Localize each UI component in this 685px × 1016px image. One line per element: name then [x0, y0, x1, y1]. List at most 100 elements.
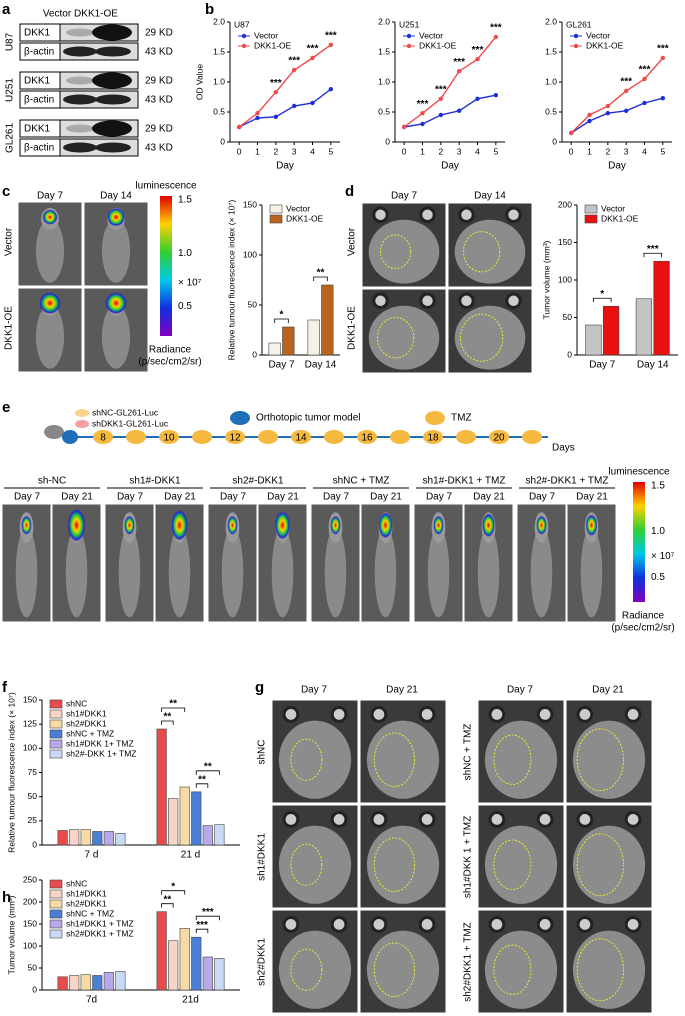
legend-marker: [573, 43, 579, 49]
significance-bracket: [161, 707, 186, 712]
brain: [572, 720, 646, 799]
bar: [57, 830, 68, 846]
mouse-body: [15, 527, 38, 618]
signal: [227, 515, 238, 535]
annotation: *: [600, 289, 604, 300]
x-axis-label: Day: [441, 161, 459, 172]
significance-bracket: [195, 770, 220, 775]
tumor-outline: [459, 313, 504, 362]
significance-bracket: [161, 720, 174, 725]
brain: [368, 305, 440, 370]
bar: [103, 972, 114, 991]
band: [92, 120, 132, 137]
day-label: Day 7: [117, 492, 144, 503]
annotation: ***: [325, 30, 337, 41]
point: [328, 87, 334, 92]
point: [605, 111, 611, 116]
band: [63, 46, 97, 57]
band: [66, 76, 94, 85]
annotation: ***: [647, 244, 659, 255]
bar: [179, 928, 190, 991]
band: [95, 142, 131, 153]
tmz-dose: [291, 430, 311, 444]
bar: [307, 319, 320, 356]
bar: [103, 831, 114, 846]
eye: [536, 916, 554, 933]
band: [66, 28, 94, 37]
brain: [454, 305, 526, 370]
panel-label: a: [2, 1, 11, 18]
group-label: Vector: [347, 227, 358, 256]
panel-label: c: [2, 183, 10, 200]
colorbar-tick: 1.0: [651, 526, 665, 537]
timeline-unit: Days: [552, 443, 575, 454]
eye: [458, 206, 475, 223]
tmz-dose: [159, 430, 179, 444]
y-tick-label: 0: [220, 136, 225, 146]
y-tick-label: 200: [23, 896, 37, 906]
y-tick-label: 125: [23, 718, 37, 728]
y-tick-label: 0: [32, 839, 37, 849]
eye: [370, 916, 388, 933]
point: [420, 121, 425, 127]
bar: [179, 786, 190, 846]
mouse-icon: [44, 425, 64, 439]
legend-text: shNC: [66, 878, 87, 888]
colorbar-unit: (p/sec/cm2/sr): [138, 357, 201, 368]
bar: [214, 958, 225, 991]
x-tick-label: 5: [660, 146, 665, 156]
annotation: ***: [490, 23, 502, 34]
group-label: DKK1-OE: [4, 306, 15, 350]
y-tick-label: 150: [23, 918, 37, 928]
x-tick-label: 5: [328, 146, 333, 156]
day-number: 20: [493, 433, 505, 444]
significance-bracket: [161, 903, 174, 908]
day-label: Day 21: [370, 492, 402, 503]
eye: [505, 292, 522, 309]
y-tick-label: 150: [558, 237, 572, 247]
x-tick-label: 0: [402, 146, 407, 156]
bar: [268, 342, 281, 356]
mouse-body: [324, 527, 347, 618]
day-number: 18: [427, 433, 439, 444]
legend-marker: [406, 33, 412, 39]
tmz-dose: [357, 430, 377, 444]
point: [568, 130, 574, 136]
signal: [105, 292, 127, 315]
signal: [378, 512, 393, 539]
tmz-icon: [425, 411, 445, 425]
significance-bracket: [195, 928, 209, 934]
legend-marker: [406, 43, 412, 49]
band: [95, 94, 131, 105]
size-label: 29 KD: [145, 76, 173, 87]
group-label: sh1#-DKK1: [129, 476, 181, 487]
tumor-outline: [376, 317, 415, 359]
signal: [124, 515, 135, 535]
x-tick-label: 2: [605, 146, 610, 156]
eye: [419, 206, 436, 223]
chart-title: U87: [234, 19, 250, 29]
protein-label: DKK1: [24, 76, 51, 87]
group-label: shNC + TMZ: [463, 724, 474, 781]
x-tick-label: Day 7: [589, 360, 616, 371]
legend-text: sh1#DKK 1+ TMZ: [66, 738, 134, 748]
panel-label: g: [255, 679, 264, 696]
day-label: Day 7: [220, 492, 247, 503]
legend-text: Vector: [286, 203, 310, 213]
cell-line-label: GL261: [5, 123, 16, 153]
eye: [488, 706, 506, 723]
significance-bracket: [161, 890, 186, 895]
bar: [191, 936, 202, 991]
x-axis-label: Day: [608, 161, 626, 172]
mouse-body: [35, 304, 65, 369]
legend-text: Vector: [254, 30, 278, 40]
y-tick-label: 50: [28, 962, 38, 972]
signal: [585, 514, 598, 536]
y-axis-label: OD Value: [194, 64, 204, 100]
signal: [171, 509, 188, 541]
x-tick-label: 0: [237, 146, 242, 156]
eye: [488, 916, 506, 933]
y-tick-label: 0.5: [378, 106, 390, 116]
annotation: ***: [620, 77, 632, 88]
day-label: Day 7: [37, 191, 64, 202]
